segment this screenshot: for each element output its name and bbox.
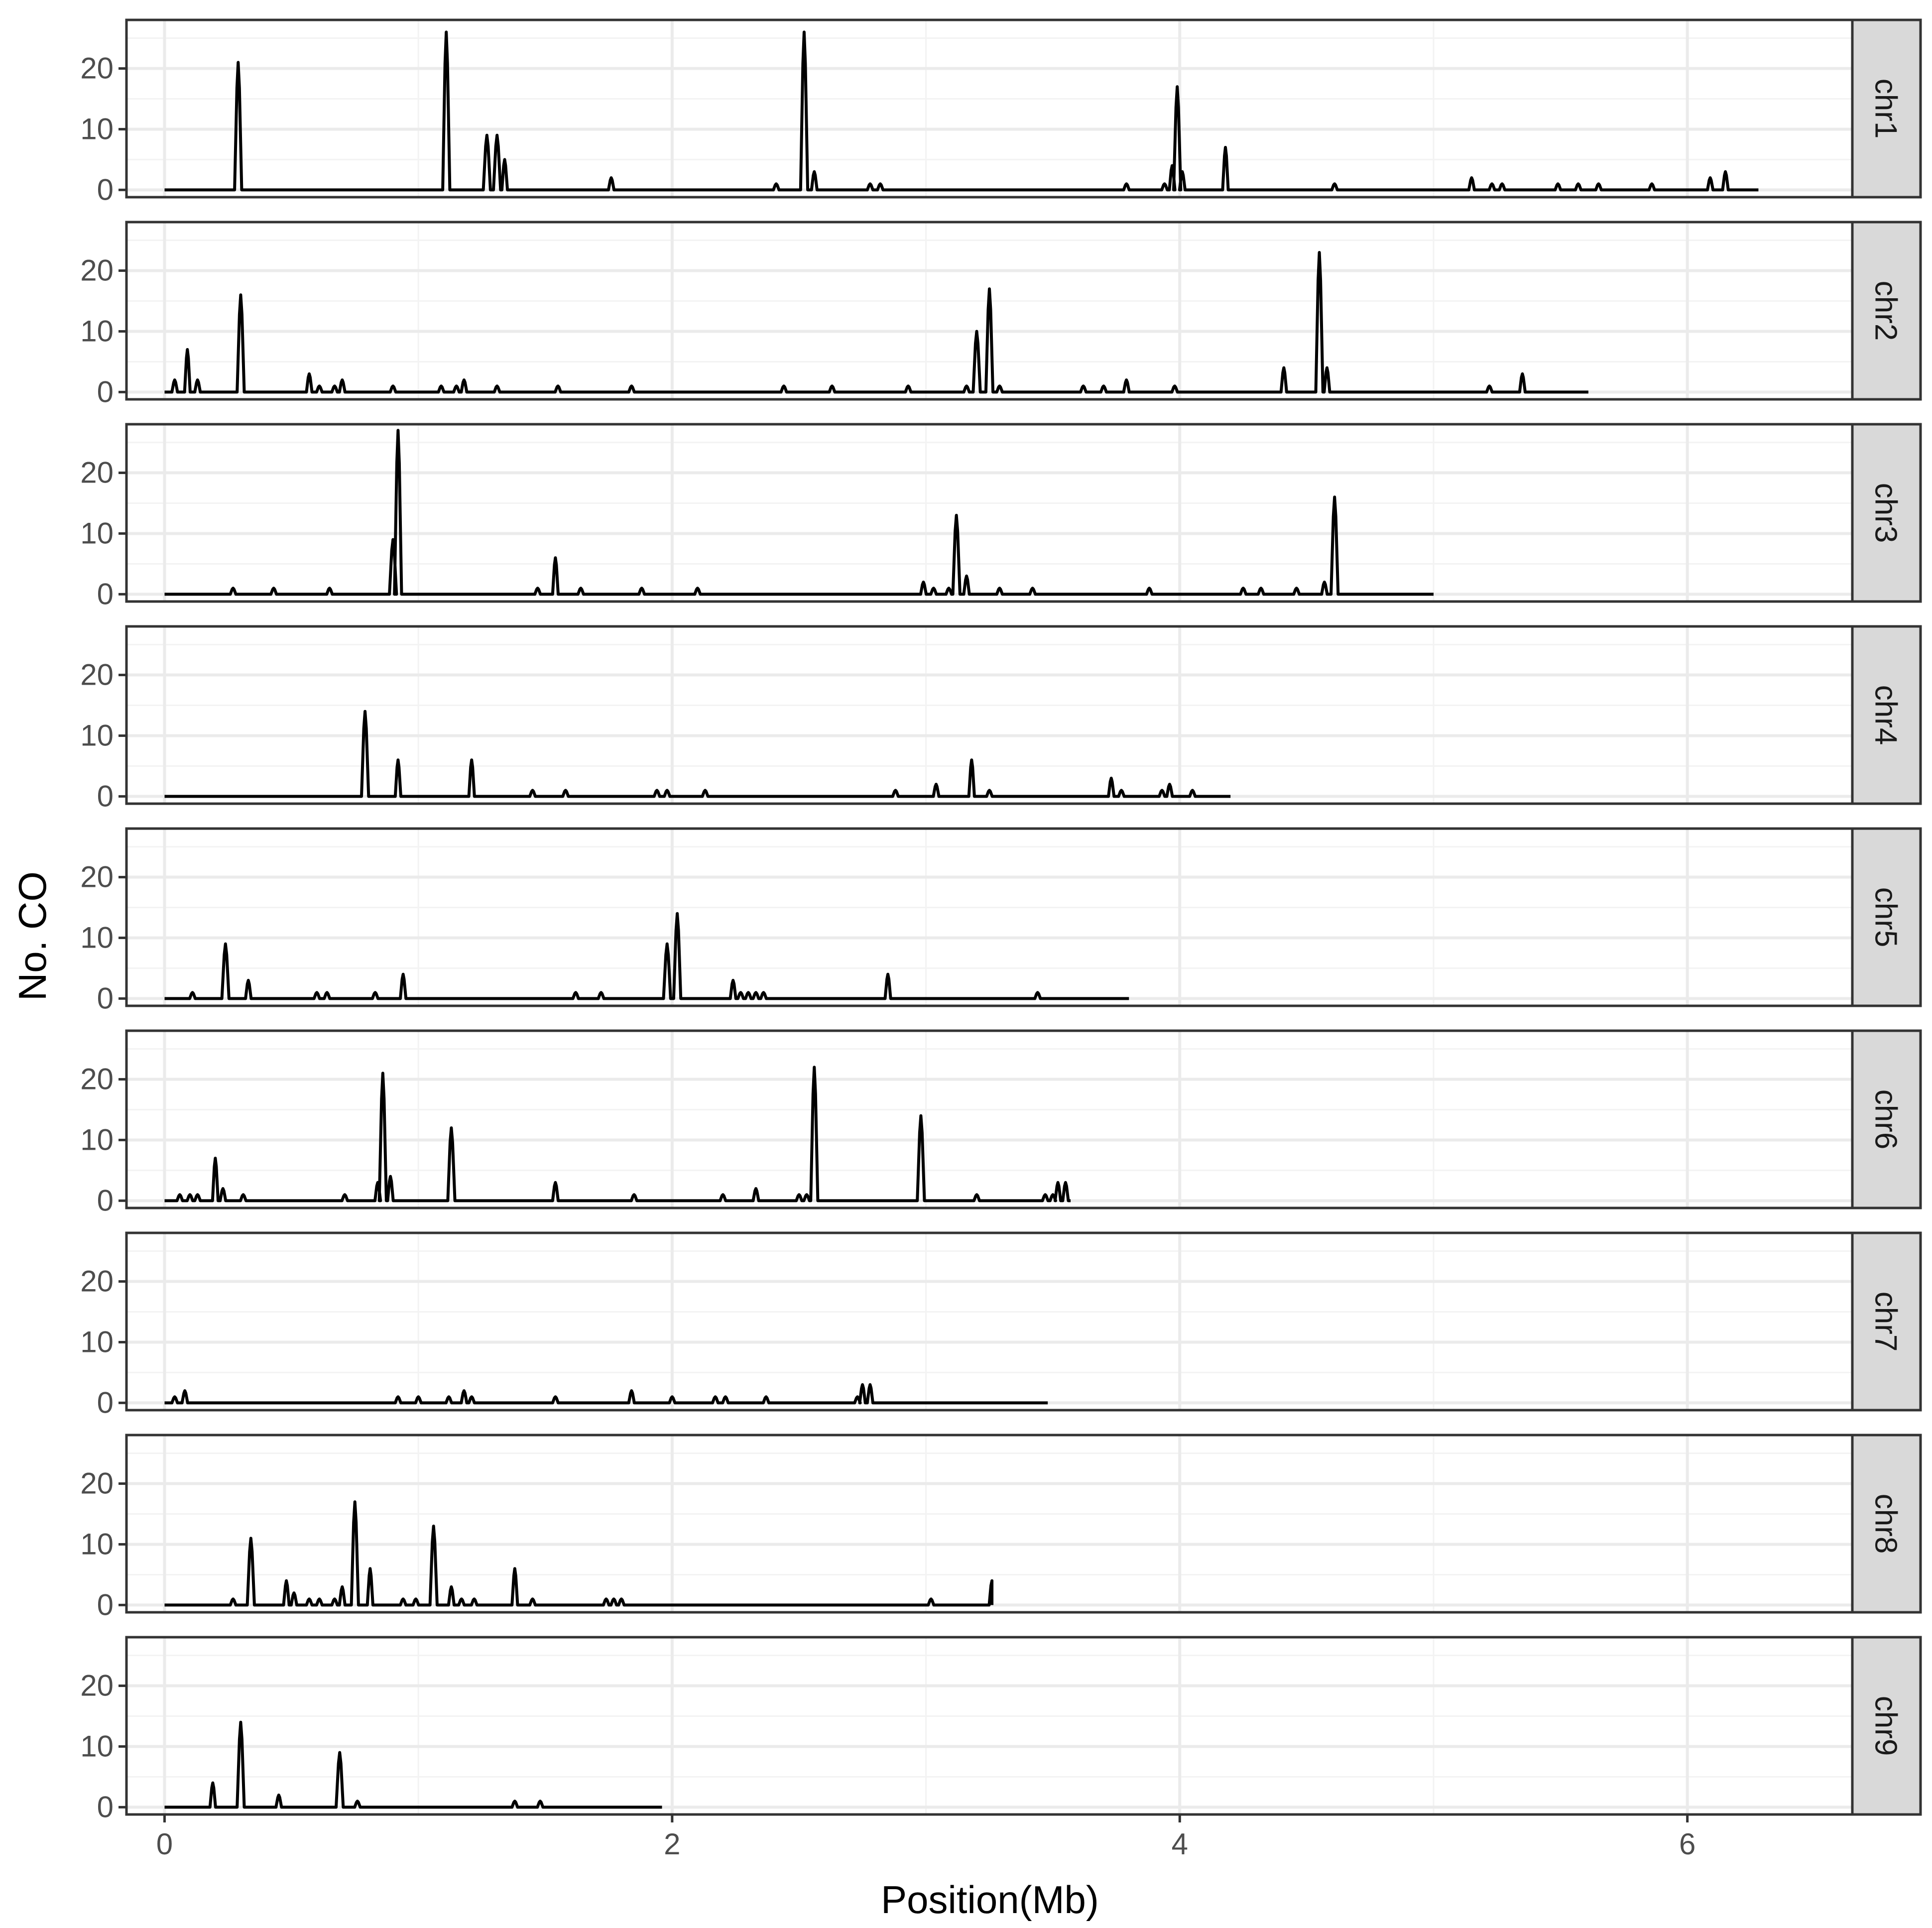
y-tick-label: 0 xyxy=(97,1588,114,1621)
panel-chr2: 0 10 20 chr2 xyxy=(80,221,1922,408)
x-tick-label: 0 xyxy=(156,1827,173,1861)
facet-strip xyxy=(1851,1029,1922,1209)
facet-strip-label: chr4 xyxy=(1869,685,1903,745)
panel-chr1: 0 10 20 chr1 xyxy=(80,18,1922,206)
y-tick-label: 0 xyxy=(97,779,114,813)
y-tick-label: 20 xyxy=(80,254,114,287)
y-tick-label: 20 xyxy=(80,456,114,489)
y-tick-label: 0 xyxy=(97,1386,114,1419)
facet-strip xyxy=(1851,625,1922,805)
y-tick-label: 20 xyxy=(80,1467,114,1500)
y-tick-label: 10 xyxy=(80,314,114,348)
panel-background xyxy=(126,20,1852,197)
facet-strip-label: chr7 xyxy=(1869,1292,1903,1352)
panel-chr4: 0 10 20 chr4 xyxy=(80,625,1922,813)
y-tick-label: 20 xyxy=(80,1265,114,1298)
facet-strip-label: chr5 xyxy=(1869,887,1903,948)
panel-chr9: 0 10 20 chr9 xyxy=(80,1636,1922,1823)
y-tick-label: 10 xyxy=(80,112,114,145)
facet-strip-label: chr8 xyxy=(1869,1494,1903,1554)
y-tick-label: 10 xyxy=(80,516,114,550)
facet-strip-label: chr2 xyxy=(1869,281,1903,341)
panel-chr3: 0 10 20 chr3 xyxy=(80,423,1922,610)
x-tick-label: 4 xyxy=(1172,1827,1188,1861)
facet-strip-label: chr6 xyxy=(1869,1089,1903,1150)
y-tick-label: 10 xyxy=(80,1325,114,1358)
y-tick-label: 20 xyxy=(80,1669,114,1702)
panel-background xyxy=(126,1435,1852,1612)
y-tick-label: 10 xyxy=(80,719,114,752)
co-count-line-chr8 xyxy=(164,1500,994,1607)
co-count-line-chr2 xyxy=(164,251,1588,394)
co-count-line-chr3 xyxy=(164,429,1434,596)
y-tick-label: 10 xyxy=(80,1729,114,1763)
facet-strip-label: chr1 xyxy=(1869,79,1903,139)
x-tick-label: 6 xyxy=(1679,1827,1695,1861)
facet-strip xyxy=(1851,1636,1922,1816)
y-tick-label: 0 xyxy=(97,981,114,1015)
co-count-line-chr1 xyxy=(164,30,1759,192)
y-tick-label: 0 xyxy=(97,1790,114,1823)
panel-background xyxy=(126,1637,1852,1814)
co-count-line-chr9 xyxy=(164,1720,662,1809)
panel-background xyxy=(126,829,1852,1006)
y-tick-label: 0 xyxy=(97,577,114,610)
x-tick-label: 2 xyxy=(664,1827,680,1861)
panels: 0 10 20 chr1 0 10 20 chr2 0 10 20 chr3 0 10 20 chr4 0 10 2… xyxy=(80,18,1922,1823)
y-tick-label: 10 xyxy=(80,1527,114,1561)
panel-chr5: 0 10 20 chr5 xyxy=(80,827,1922,1015)
y-tick-label: 20 xyxy=(80,1063,114,1096)
panel-chr6: 0 10 20 chr6 xyxy=(80,1029,1922,1217)
y-tick-label: 10 xyxy=(80,1123,114,1156)
facet-strip xyxy=(1851,1434,1922,1614)
facet-strip xyxy=(1851,18,1922,199)
facet-strip-label: chr3 xyxy=(1869,483,1903,543)
y-tick-label: 0 xyxy=(97,173,114,206)
co-count-line-chr5 xyxy=(164,912,1129,1000)
x-axis: 0 2 4 6 xyxy=(156,1814,1695,1861)
facet-strip xyxy=(1851,827,1922,1007)
panel-chr7: 0 10 20 chr7 xyxy=(80,1231,1922,1419)
facet-strip xyxy=(1851,423,1922,603)
facet-strip-label: chr9 xyxy=(1869,1696,1903,1756)
co-count-line-chr4 xyxy=(164,710,1231,798)
y-tick-label: 20 xyxy=(80,52,114,85)
panel-background xyxy=(126,626,1852,804)
panel-background xyxy=(126,1233,1852,1410)
x-axis-title: Position(Mb) xyxy=(881,1878,1099,1922)
co-count-line-chr7 xyxy=(164,1383,1048,1405)
y-tick-label: 0 xyxy=(97,1184,114,1217)
y-tick-label: 20 xyxy=(80,860,114,894)
y-tick-label: 0 xyxy=(97,375,114,408)
facet-strip xyxy=(1851,221,1922,401)
y-tick-label: 10 xyxy=(80,921,114,954)
panel-chr8: 0 10 20 chr8 xyxy=(80,1434,1922,1621)
y-tick-label: 20 xyxy=(80,658,114,692)
co-count-line-chr6 xyxy=(164,1066,1071,1203)
facet-strip xyxy=(1851,1231,1922,1412)
y-axis-title: No. CO xyxy=(10,871,54,1001)
panel-background xyxy=(126,424,1852,602)
panel-background xyxy=(126,1031,1852,1208)
